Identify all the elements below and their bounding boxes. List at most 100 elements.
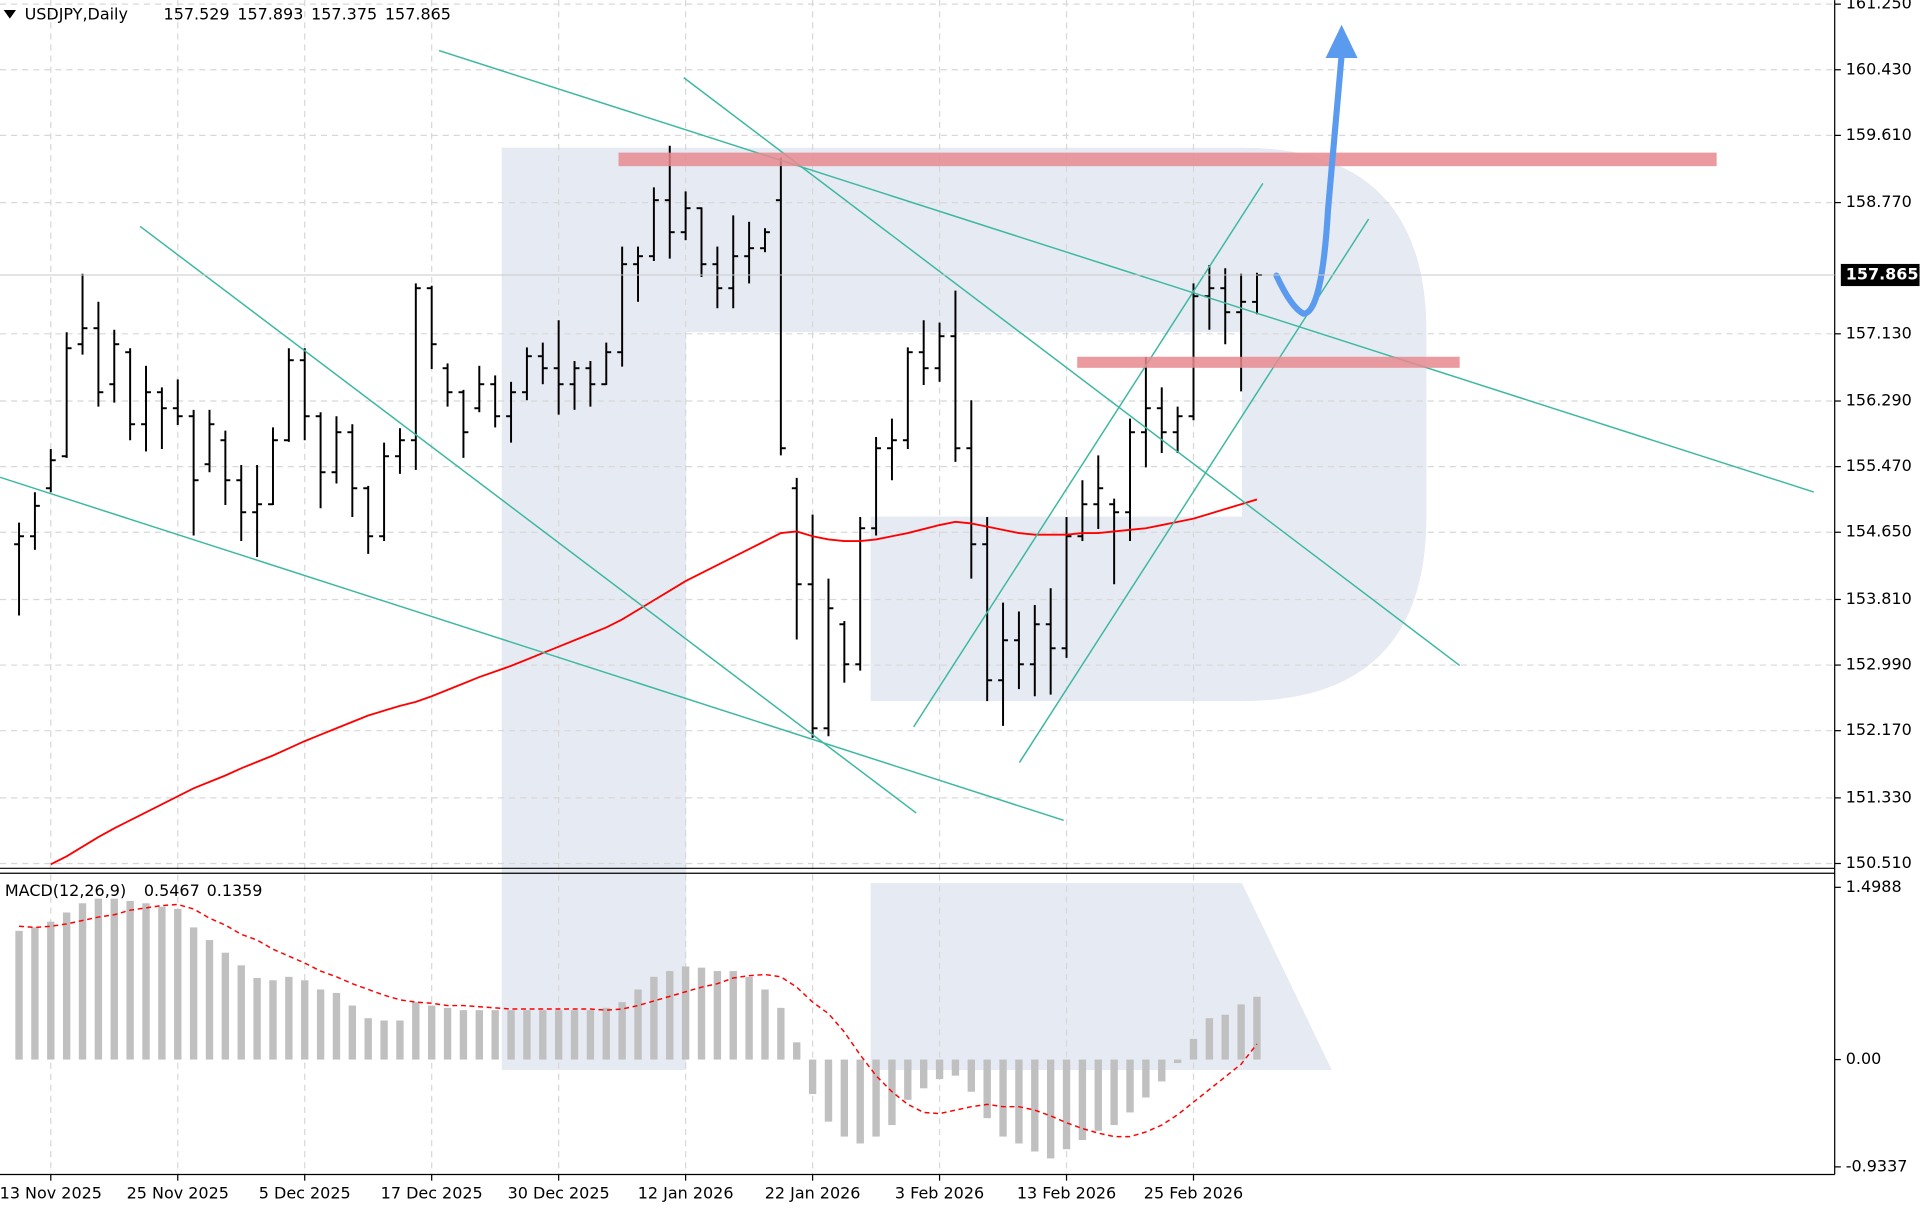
macd-bar: [1142, 1059, 1150, 1098]
macd-bar: [1173, 1059, 1182, 1064]
y-tick-label: 151.330: [1846, 787, 1912, 806]
macd-bar: [126, 900, 134, 1060]
y-tick-label: 1.4988: [1846, 877, 1902, 896]
macd-bar: [935, 1059, 944, 1080]
y-tick-label: 156.290: [1846, 391, 1912, 410]
x-tick-label: 5 Dec 2025: [259, 1184, 351, 1203]
macd-bar: [78, 903, 87, 1060]
macd-value: 0.5467: [144, 881, 200, 900]
price-tag: [1840, 263, 1920, 287]
macd-bar: [602, 1007, 610, 1060]
symbol-title: USDJPY,Daily: [25, 4, 128, 23]
x-tick-label: 25 Nov 2025: [127, 1184, 229, 1203]
macd-bar: [666, 971, 674, 1060]
macd-bar: [62, 912, 71, 1060]
low-value: 157.375: [311, 4, 377, 23]
macd-bar: [443, 1007, 452, 1060]
y-tick-label: 155.470: [1846, 456, 1912, 475]
forecast-arrowhead: [1325, 24, 1358, 58]
macd-bar: [1253, 996, 1261, 1060]
macd-bar: [1158, 1059, 1166, 1082]
macd-bar: [142, 903, 150, 1060]
macd-bar: [1015, 1059, 1023, 1144]
macd-bar: [1205, 1018, 1214, 1060]
macd-bar: [824, 1059, 833, 1122]
macd-bar: [158, 906, 166, 1060]
macd-bar: [1126, 1059, 1134, 1113]
macd-bar: [761, 989, 769, 1060]
macd-bar: [634, 989, 642, 1060]
macd-bar: [1237, 1004, 1245, 1060]
macd-bar: [697, 967, 706, 1060]
macd-bar: [475, 1010, 483, 1060]
x-tick-label: 13 Feb 2026: [1017, 1184, 1116, 1203]
macd-bar: [650, 976, 658, 1060]
signal-value: 0.1359: [207, 881, 263, 900]
y-tick-label: 154.650: [1846, 522, 1912, 541]
macd-bar: [396, 1020, 404, 1060]
macd-bar: [491, 1010, 499, 1060]
macd-bar: [840, 1059, 849, 1137]
macd-bar: [808, 1059, 817, 1095]
y-tick-label: 159.610: [1846, 125, 1912, 144]
data-layer: [14, 145, 1262, 1159]
watermark-stem: [501, 147, 687, 1070]
forecast-arrow: [1273, 52, 1345, 317]
macd-bar: [412, 1002, 420, 1060]
macd-bar: [523, 1010, 531, 1060]
macd-bar: [618, 1002, 626, 1060]
macd-bar: [856, 1059, 864, 1144]
resistance-zone: [618, 152, 1717, 167]
frame: [0, 0, 1836, 1176]
macd-bar: [1094, 1059, 1102, 1131]
macd-bar: [729, 971, 737, 1060]
macd-bar: [332, 992, 341, 1060]
macd-bar: [1221, 1014, 1229, 1060]
y-tick-label: 157.130: [1846, 323, 1912, 342]
macd-bar: [713, 971, 722, 1060]
macd-bar: [237, 965, 245, 1060]
macd-bar: [1031, 1059, 1039, 1152]
macd-bar: [507, 1010, 515, 1060]
y-tick-label: 0.00: [1846, 1049, 1882, 1068]
macd-bar: [47, 921, 55, 1060]
macd-bar: [793, 1042, 801, 1060]
y-tick-label: 158.770: [1846, 192, 1912, 211]
watermark-leg: [870, 883, 1332, 1070]
indicator-title: MACD(12,26,9): [5, 881, 126, 900]
x-tick-label: 25 Feb 2026: [1144, 1184, 1243, 1203]
macd-bar: [904, 1059, 912, 1100]
macd-bar: [872, 1059, 880, 1137]
trend-line: [913, 182, 1264, 728]
x-tick-label: 30 Dec 2025: [508, 1184, 610, 1203]
macd-bar: [301, 980, 309, 1060]
y-tick-label: 153.810: [1846, 589, 1912, 608]
macd-bar: [967, 1059, 975, 1092]
y-tick-label: 152.990: [1846, 655, 1912, 674]
price-tag-label: 157.865: [1846, 264, 1919, 283]
macd-bar: [777, 1007, 785, 1060]
support-zone: [1077, 356, 1460, 368]
close-value: 157.865: [385, 4, 451, 23]
x-tick-label: 13 Nov 2025: [0, 1184, 102, 1203]
macd-bar: [269, 980, 277, 1060]
moving-average: [50, 498, 1258, 866]
x-tick-label: 3 Feb 2026: [895, 1184, 984, 1203]
macd-bar: [920, 1059, 928, 1089]
menu-triangle: [3, 9, 16, 19]
macd-bar: [316, 989, 325, 1060]
header: USDJPY,Daily 157.529 157.893 157.375 157…: [3, 4, 451, 900]
macd-bar: [539, 1010, 547, 1060]
macd-bar: [380, 1020, 388, 1060]
macd-bar: [174, 909, 182, 1060]
y-tick-label: 161.250: [1846, 0, 1912, 13]
macd-bar: [285, 976, 293, 1060]
macd-bar: [745, 976, 753, 1060]
x-tick-label: 17 Dec 2025: [381, 1184, 483, 1203]
analysis-drawings: [0, 24, 1815, 822]
macd-bar: [459, 1010, 468, 1060]
x-tick-label: 22 Jan 2026: [765, 1184, 861, 1203]
macd-bar: [348, 1005, 357, 1060]
macd-bar: [1189, 1038, 1198, 1060]
